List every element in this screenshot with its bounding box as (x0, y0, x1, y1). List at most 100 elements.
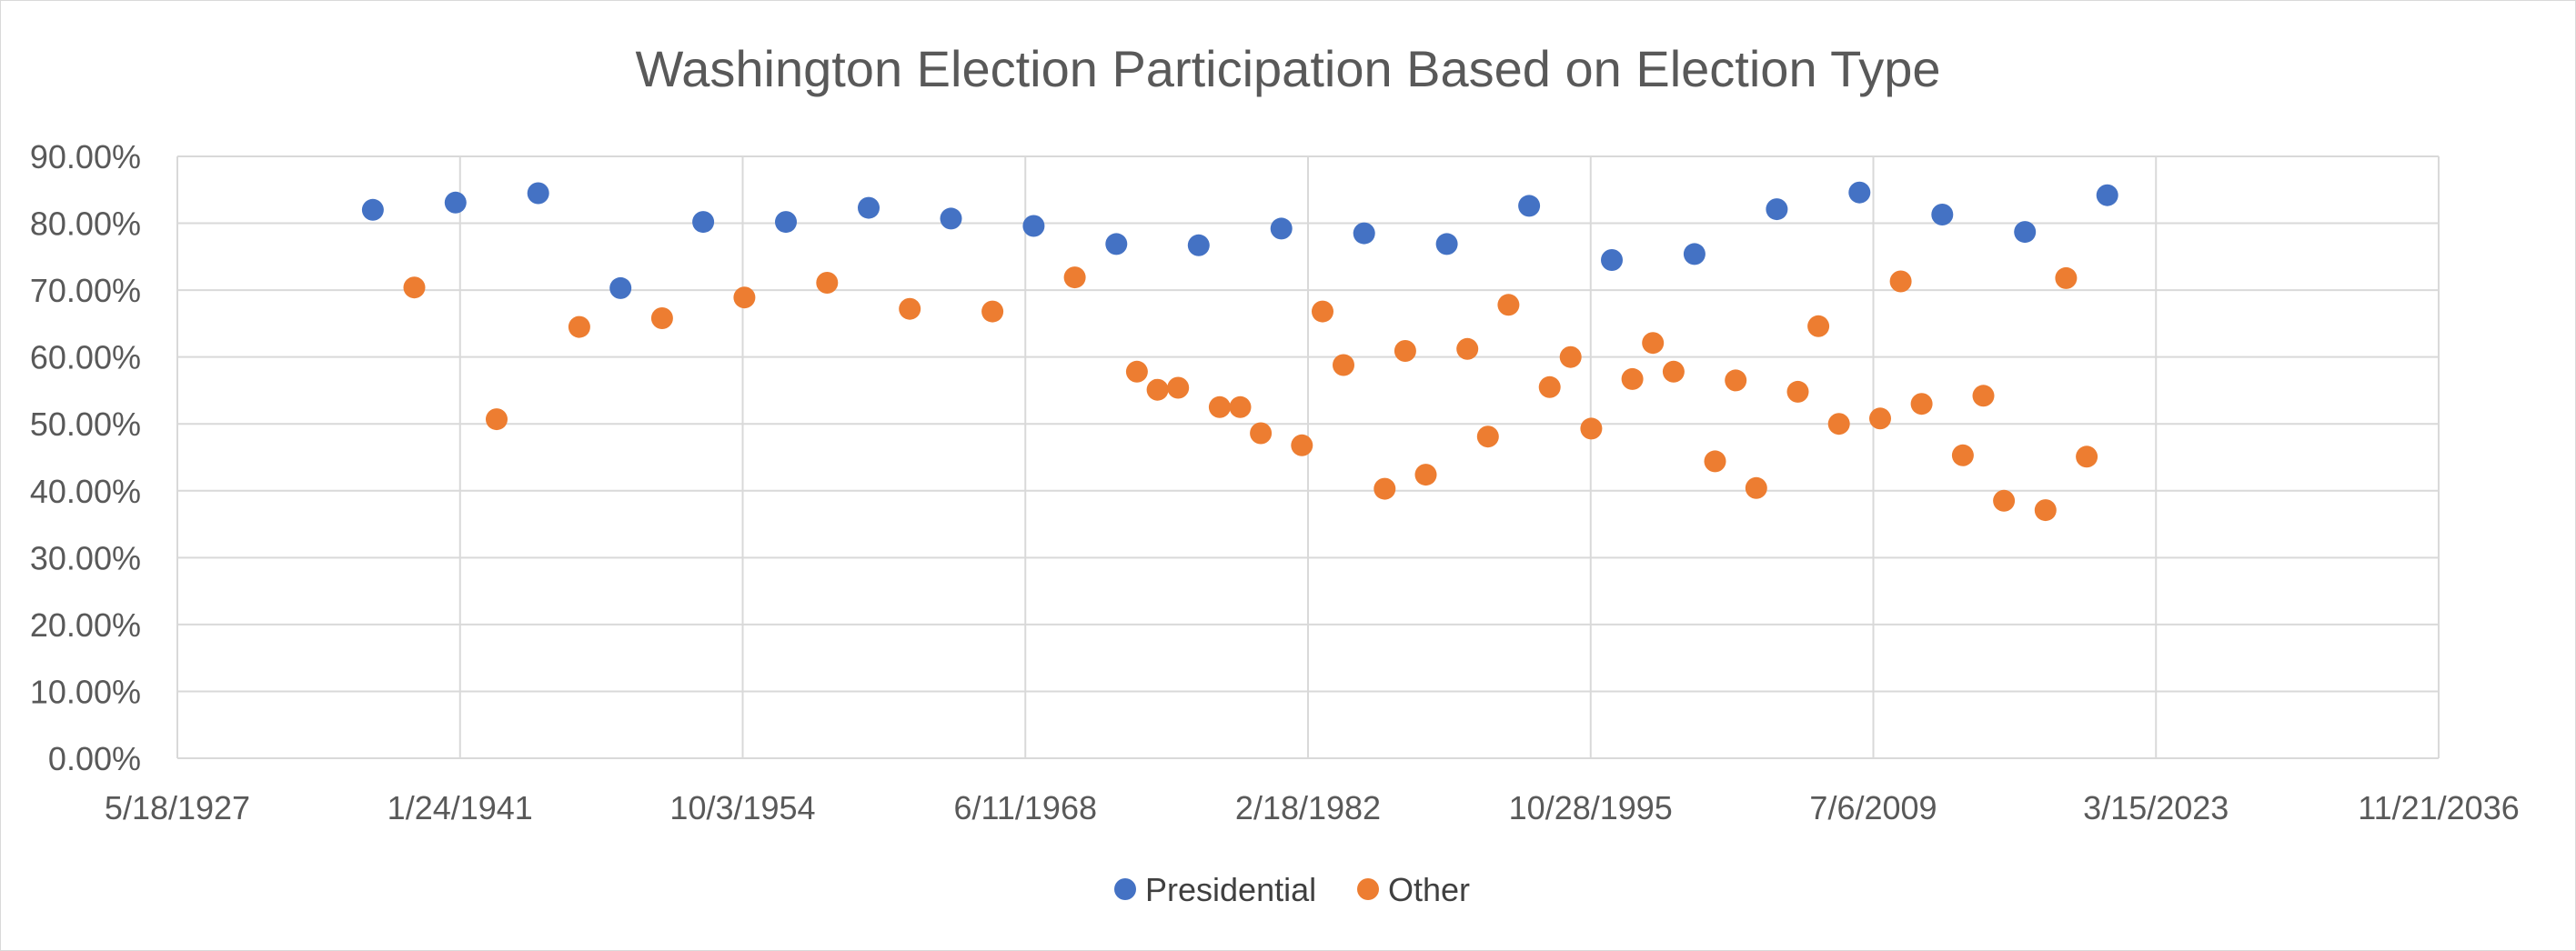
x-axis-tick-labels: 5/18/1927 1/24/1941 10/3/1954 6/11/1968 2/18… (105, 789, 2520, 826)
y-tick-label: 80.00% (30, 205, 141, 243)
data-point-other (1497, 294, 1520, 316)
data-point-presidential (1601, 249, 1623, 271)
data-point-presidential (858, 196, 880, 219)
data-point-presidential (527, 182, 549, 205)
data-point-presidential (692, 211, 715, 234)
x-tick-label: 10/28/1995 (1509, 789, 1673, 826)
data-point-other (2055, 266, 2078, 289)
y-tick-label: 70.00% (30, 272, 141, 309)
data-point-presidential (444, 191, 467, 214)
data-point-presidential (1848, 181, 1871, 204)
data-point-other (1642, 332, 1665, 355)
y-tick-label: 0.00% (48, 740, 141, 777)
data-point-presidential (1766, 198, 1788, 221)
data-point-other (981, 300, 1004, 323)
data-point-other (1456, 337, 1479, 360)
data-point-presidential (1022, 215, 1045, 237)
data-point-other (1559, 345, 1582, 368)
data-point-presidential (1187, 234, 1210, 256)
y-tick-label: 50.00% (30, 405, 141, 443)
x-tick-label: 2/18/1982 (1235, 789, 1381, 826)
y-tick-label: 20.00% (30, 606, 141, 644)
data-point-other (1827, 413, 1850, 435)
data-point-other (2034, 499, 2057, 522)
data-point-other (1662, 360, 1685, 383)
data-point-other (2076, 445, 2098, 468)
data-point-presidential (940, 207, 962, 230)
data-point-other (1374, 477, 1396, 500)
y-axis-tick-labels: 0.00% 10.00% 20.00% 30.00% 40.00% 50.00% 60.00… (30, 138, 141, 777)
data-point-other (816, 272, 839, 294)
x-tick-label: 7/6/2009 (1809, 789, 1937, 826)
data-point-other (1745, 476, 1767, 499)
data-point-other (403, 276, 426, 299)
data-point-other (1869, 407, 1891, 430)
x-tick-label: 1/24/1941 (387, 789, 533, 826)
x-tick-label: 11/21/2036 (2358, 789, 2520, 826)
legend-label-other: Other (1388, 871, 1470, 908)
data-point-other (1063, 266, 1086, 289)
x-tick-label: 5/18/1927 (105, 789, 250, 826)
data-point-other (1972, 385, 1995, 407)
data-point-other (1125, 360, 1148, 383)
data-point-other (733, 286, 756, 309)
data-point-presidential (1353, 222, 1375, 245)
data-point-presidential (1105, 233, 1128, 255)
data-point-other (1993, 489, 2016, 512)
data-point-other (1333, 354, 1354, 376)
data-point-other (1704, 450, 1726, 473)
data-point-other (1910, 393, 1933, 415)
data-point-other (1291, 434, 1313, 456)
data-point-presidential (2014, 221, 2037, 244)
data-points (361, 181, 2118, 522)
x-tick-label: 3/15/2023 (2083, 789, 2229, 826)
data-point-other (1725, 369, 1747, 392)
data-point-presidential (2096, 184, 2118, 206)
y-tick-label: 90.00% (30, 138, 141, 175)
data-point-other (899, 297, 921, 320)
data-point-presidential (1518, 195, 1541, 217)
data-point-other (568, 315, 590, 338)
gridlines (176, 155, 2440, 759)
data-point-other (1250, 422, 1273, 445)
data-point-other (1414, 464, 1437, 486)
data-point-other (1807, 315, 1830, 337)
data-point-other (1889, 270, 1912, 293)
data-point-other (1580, 417, 1603, 440)
series-presidential (361, 181, 2118, 299)
data-point-other (1312, 300, 1333, 323)
data-point-other (1394, 340, 1416, 362)
data-point-other (1621, 367, 1644, 390)
y-tick-label: 40.00% (30, 473, 141, 510)
data-point-other (1476, 425, 1499, 448)
series-other (403, 266, 2098, 522)
data-point-presidential (361, 198, 384, 221)
data-point-presidential (1931, 204, 1954, 225)
data-point-other (650, 307, 673, 329)
y-tick-label: 60.00% (30, 339, 141, 376)
data-point-other (1786, 380, 1809, 403)
y-tick-label: 10.00% (30, 673, 141, 710)
data-point-presidential (609, 276, 632, 299)
data-point-other (1167, 376, 1190, 399)
legend-marker-presidential (1114, 878, 1136, 900)
data-point-other (1208, 395, 1231, 418)
data-point-presidential (1683, 243, 1706, 265)
data-point-presidential (1435, 233, 1458, 255)
x-tick-label: 6/11/1968 (954, 789, 1097, 826)
data-point-presidential (1270, 217, 1293, 240)
data-point-presidential (775, 211, 797, 234)
legend-marker-other (1357, 878, 1379, 900)
chart-title: Washington Election Participation Based … (635, 40, 1940, 97)
x-tick-label: 10/3/1954 (669, 789, 815, 826)
y-tick-label: 30.00% (30, 539, 141, 576)
data-point-other (1229, 395, 1252, 418)
data-point-other (1146, 378, 1169, 401)
legend-label-presidential: Presidential (1145, 871, 1316, 908)
data-point-other (1951, 444, 1974, 466)
data-point-other (486, 408, 508, 431)
data-point-other (1538, 375, 1561, 398)
legend: Presidential Other (1114, 871, 1470, 908)
